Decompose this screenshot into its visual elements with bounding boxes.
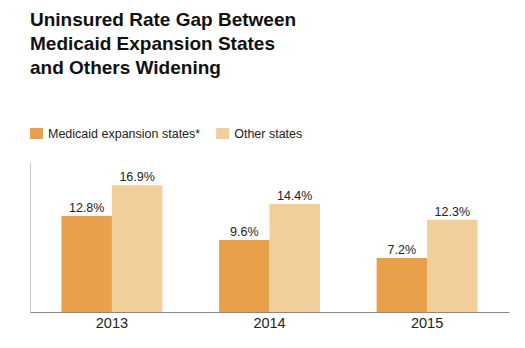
bar-series xyxy=(112,185,478,312)
bar xyxy=(112,185,162,312)
legend-item: Medicaid expansion states* xyxy=(30,127,200,141)
legend-swatch xyxy=(30,128,43,139)
title-line: Medicaid Expansion States xyxy=(30,33,275,54)
legend-label: Other states xyxy=(234,127,302,141)
x-tick: 2013 xyxy=(96,312,128,331)
y-axis xyxy=(30,163,31,313)
chart: Uninsured Rate Gap Between Medicaid Expan… xyxy=(0,0,525,348)
data-label: 14.4% xyxy=(277,189,312,203)
legend-swatch xyxy=(216,128,229,139)
legend: Medicaid expansion states* Other states xyxy=(30,127,302,141)
data-label: 9.6% xyxy=(230,225,259,239)
title-line: Uninsured Rate Gap Between xyxy=(30,9,296,30)
legend-item: Other states xyxy=(216,127,302,141)
title: Uninsured Rate Gap Between Medicaid Expan… xyxy=(30,9,296,78)
legend-label: Medicaid expansion states* xyxy=(48,127,200,141)
data-label: 12.8% xyxy=(69,201,104,215)
x-axis-line xyxy=(31,312,510,313)
bar xyxy=(427,220,477,312)
bars xyxy=(62,185,478,312)
bar xyxy=(270,204,320,312)
bar xyxy=(62,216,112,312)
x-tick: 2015 xyxy=(411,312,443,331)
title-line: and Others Widening xyxy=(30,57,221,78)
x-tick-label: 2013 xyxy=(96,315,128,331)
data-label: 7.2% xyxy=(388,243,417,257)
data-label: 12.3% xyxy=(435,205,470,219)
bar xyxy=(377,258,427,312)
data-labels: 12.8% 9.6% 7.2% 16.9% 14.4% 12.3% xyxy=(69,170,470,257)
bar xyxy=(219,240,269,312)
x-tick-label: 2015 xyxy=(411,315,443,331)
y-axis-line xyxy=(30,163,31,313)
data-label: 16.9% xyxy=(119,170,154,184)
x-tick-label: 2014 xyxy=(253,315,285,331)
x-axis: 2013 2014 2015 xyxy=(31,312,510,331)
x-tick: 2014 xyxy=(253,312,285,331)
